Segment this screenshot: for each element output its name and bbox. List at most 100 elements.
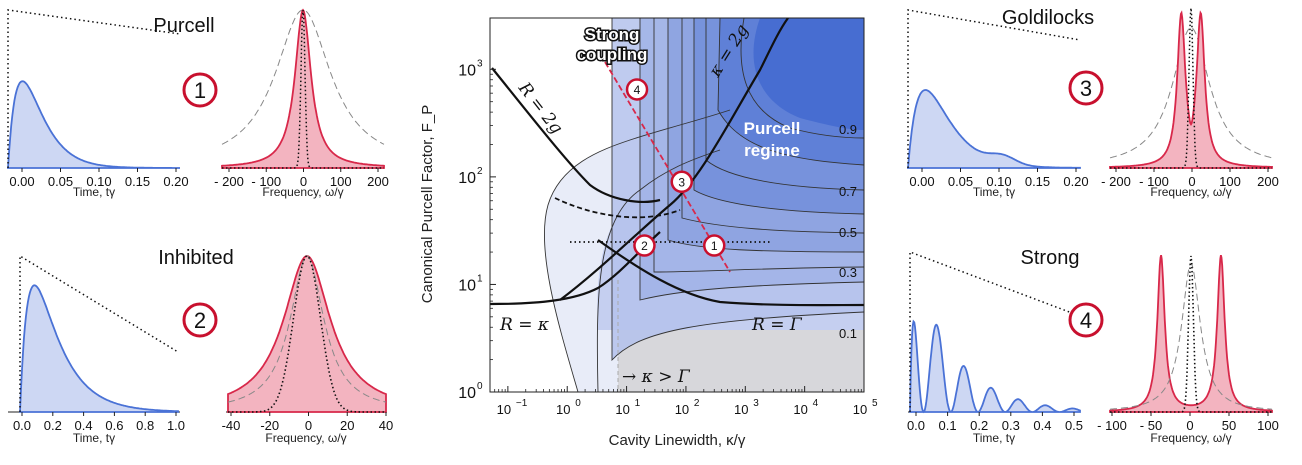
x-tick-label: 50 xyxy=(1222,418,1236,433)
x-tick-label: 0.00 xyxy=(909,174,934,189)
main-ylabel: Canonical Purcell Factor, F_P xyxy=(419,105,436,303)
main-x-tick-label: 10 xyxy=(793,402,807,417)
x-tick-label: 0.15 xyxy=(125,174,150,189)
panel-strong: 0.0 0.1 0.2 0.3 0.4 0.5 Time, tγ Strong 4 - 1… xyxy=(907,247,1279,445)
x-tick-label: 0.8 xyxy=(136,418,154,433)
x-tick-label: 0.4 xyxy=(1033,418,1051,433)
purcell-freq-dashed xyxy=(221,9,385,145)
region-band-8 xyxy=(753,18,864,130)
x-tick-label: 0.3 xyxy=(1002,418,1020,433)
point-marker-4 xyxy=(625,78,649,101)
contour-label-0-5: 0.5 xyxy=(839,225,857,240)
x-tick-label: 100 xyxy=(1219,174,1241,189)
point-label-2: 2 xyxy=(641,239,648,253)
x-tick-label: 0.20 xyxy=(1063,174,1088,189)
x-tick-label: 0.10 xyxy=(86,174,111,189)
x-tick-label: - 50 xyxy=(1140,418,1162,433)
main-x-tick-label: 10 xyxy=(615,402,629,417)
main-x-tick-label: 10 xyxy=(556,402,570,417)
purcell-time-xlabel: Time, tγ xyxy=(73,185,115,199)
contour-label-0-7: 0.7 xyxy=(839,184,857,199)
x-tick-label: 0.1 xyxy=(939,418,957,433)
x-tick-label: 200 xyxy=(1257,174,1279,189)
strong-title: Strong xyxy=(1021,247,1080,269)
main-x-tick-exponent: 2 xyxy=(694,398,700,409)
point-marker-3 xyxy=(670,170,693,194)
main-x-tick-label: 10 xyxy=(853,402,867,417)
x-tick-label: 0.05 xyxy=(948,174,973,189)
main-y-tick-exponent: 3 xyxy=(477,58,483,69)
goldilocks-time-area xyxy=(907,89,1081,169)
x-tick-label: 0.6 xyxy=(105,418,123,433)
badge-4-icon xyxy=(1068,302,1104,338)
label-purcell: Purcell xyxy=(744,119,801,138)
inhibited-freq-xlabel: Frequency, ω/γ xyxy=(265,431,346,445)
x-tick-label: 100 xyxy=(330,174,352,189)
main-x-tick-exponent: 5 xyxy=(872,398,878,409)
x-tick-label: - 100 xyxy=(1139,174,1169,189)
strong-freq-dashed xyxy=(1109,263,1273,410)
point-marker-2 xyxy=(633,234,656,257)
main-y-tick-label: 10 xyxy=(458,277,476,294)
x-tick-label: - 200 xyxy=(214,174,244,189)
purcell-time-area xyxy=(7,80,180,169)
x-tick-label: 100 xyxy=(1257,418,1279,433)
curve-R-2g xyxy=(491,67,661,203)
x-tick-label: 0 xyxy=(300,174,307,189)
main-x-tick-exponent: 0 xyxy=(575,398,581,409)
inhibited-freq-dotted xyxy=(228,255,386,413)
main-x-tick-exponent: 1 xyxy=(635,398,641,409)
panel-purcell: 0.00 0.05 0.10 0.15 0.20 Time, tγ Purcell 1 … xyxy=(7,8,389,199)
strong-time-xlabel: Time, tγ xyxy=(973,431,1015,445)
x-tick-label: 0 xyxy=(1188,174,1195,189)
x-tick-label: 0.15 xyxy=(1025,174,1050,189)
purcell-freq-xlabel: Frequency, ω/γ xyxy=(262,185,343,199)
contour-label-0-1: 0.1 xyxy=(839,326,857,341)
inhibited-time-xlabel: Time, tγ xyxy=(73,431,115,445)
x-tick-label: - 100 xyxy=(251,174,281,189)
main-y-tick-exponent: 0 xyxy=(477,381,483,392)
badge-4-label: 4 xyxy=(1080,308,1092,333)
goldilocks-freq-dotted xyxy=(1110,7,1272,169)
x-tick-label: 0.05 xyxy=(48,174,73,189)
panel-goldilocks: 0.00 0.05 0.10 0.15 0.20 Time, tγ Goldilocks… xyxy=(907,7,1279,199)
x-tick-label: 40 xyxy=(379,418,393,433)
x-tick-label: 0.20 xyxy=(163,174,188,189)
x-tick-label: - 100 xyxy=(1097,418,1127,433)
label-strong: Strong xyxy=(585,25,640,44)
main-x-tick-exponent: 3 xyxy=(753,398,759,409)
main-x-tick-exponent: 4 xyxy=(813,398,819,409)
purcell-freq-dotted xyxy=(222,9,384,169)
x-tick-label: 0.5 xyxy=(1065,418,1083,433)
label-coupling: coupling xyxy=(577,45,648,64)
x-tick-label: 0.10 xyxy=(986,174,1011,189)
badge-1-label: 1 xyxy=(194,78,206,103)
inhibited-time-dotted xyxy=(19,254,179,412)
curve-R-2g-dashed xyxy=(554,197,681,219)
inhibited-freq-area xyxy=(227,255,387,413)
x-tick-label: 20 xyxy=(340,418,354,433)
x-tick-label: 0 xyxy=(1186,418,1193,433)
purcell-freq-area xyxy=(221,8,385,169)
goldilocks-freq-area xyxy=(1109,10,1273,169)
main-xlabel: Cavity Linewidth, κ/γ xyxy=(609,432,746,449)
panel-inhibited: 0.0 0.2 0.4 0.6 0.8 1.0 Time, tγ Inhibited 2 … xyxy=(8,247,393,445)
label-regime: regime xyxy=(744,141,800,160)
point-marker-1 xyxy=(703,234,726,257)
badge-3-icon xyxy=(1068,70,1104,106)
strong-time-area xyxy=(909,319,1081,414)
main-x-tick-label: 10 xyxy=(497,402,511,417)
point-label-1: 1 xyxy=(711,239,718,253)
x-tick-label: 0.0 xyxy=(13,418,31,433)
x-tick-label: 0 xyxy=(305,418,312,433)
goldilocks-freq-dashed xyxy=(1109,27,1273,159)
main-x-tick-exponent: −1 xyxy=(516,398,528,409)
curve-kappa-2g xyxy=(559,18,789,301)
label-kappa-gt-Gamma: → κ > Γ xyxy=(622,367,691,387)
x-tick-label: - 200 xyxy=(1101,174,1131,189)
main-y-tick-label: 10 xyxy=(458,385,476,402)
badge-2-label: 2 xyxy=(194,308,206,333)
contour-label-0-3: 0.3 xyxy=(839,265,857,280)
